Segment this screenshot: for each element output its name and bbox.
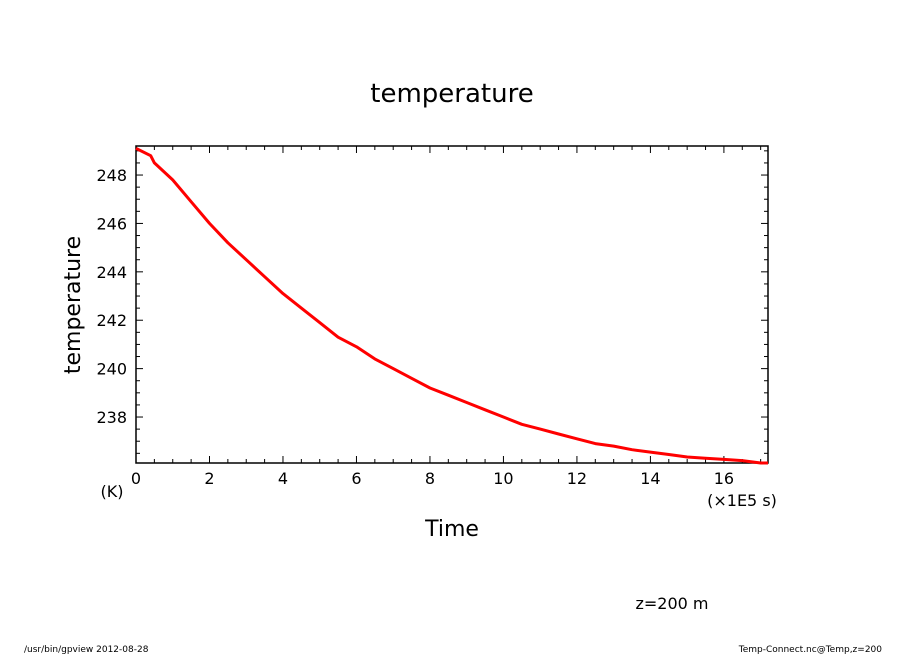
chart-title: temperature <box>370 79 533 109</box>
y-tick-label: 248 <box>96 166 127 185</box>
x-axis-ticks <box>135 146 762 463</box>
y-tick-label: 244 <box>96 263 127 282</box>
footer-right: Temp-Connect.nc@Temp,z=200 <box>738 645 883 654</box>
y-axis-label: temperature <box>61 236 86 374</box>
x-axis-tick-labels: 0 2 4 6 8 10 12 14 16 <box>131 469 734 488</box>
y-tick-label: 240 <box>96 360 127 379</box>
x-tick-label: 14 <box>640 469 660 488</box>
temperature-series-line <box>135 147 768 465</box>
y-tick-label: 238 <box>96 408 127 427</box>
x-axis-unit: (×1E5 s) <box>707 491 777 510</box>
y-axis-tick-labels: 238 240 242 244 246 248 <box>96 166 127 427</box>
y-tick-label: 246 <box>96 214 127 233</box>
x-tick-label: 2 <box>204 469 214 488</box>
x-tick-label: 0 <box>131 469 141 488</box>
z-level-annotation: z=200 m <box>635 594 708 613</box>
x-tick-label: 10 <box>493 469 513 488</box>
plot-frame <box>135 145 769 464</box>
x-tick-label: 6 <box>351 469 361 488</box>
x-tick-label: 4 <box>278 469 288 488</box>
y-tick-label: 242 <box>96 311 127 330</box>
x-tick-label: 16 <box>714 469 734 488</box>
y-axis-unit: (K) <box>101 482 124 501</box>
footer-left: /usr/bin/gpview 2012-08-28 <box>24 645 149 654</box>
x-tick-label: 8 <box>425 469 435 488</box>
y-axis-ticks <box>136 150 768 454</box>
x-tick-label: 12 <box>567 469 587 488</box>
x-axis-label: Time <box>424 517 479 542</box>
